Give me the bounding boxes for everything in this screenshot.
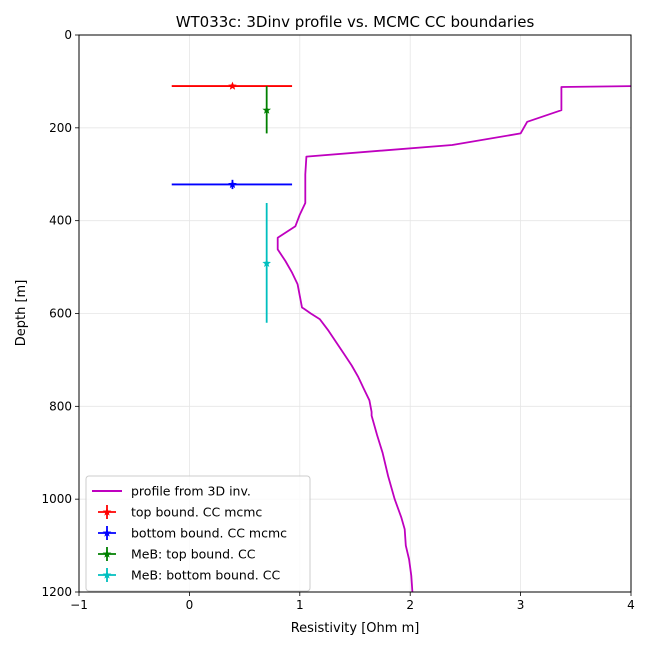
grid-layer bbox=[78, 34, 632, 593]
y-tick-label: 600 bbox=[49, 307, 72, 321]
star-marker bbox=[228, 180, 237, 189]
x-tick-label: 3 bbox=[517, 598, 525, 612]
legend-swatch-marker bbox=[102, 528, 112, 537]
star-marker bbox=[228, 81, 237, 90]
x-tick-label: 2 bbox=[406, 598, 414, 612]
x-tick-label: 1 bbox=[296, 598, 304, 612]
x-tick-label: 0 bbox=[186, 598, 194, 612]
star-marker bbox=[262, 105, 271, 114]
y-tick-label: 800 bbox=[49, 399, 72, 413]
legend-box bbox=[85, 475, 311, 592]
legend-swatch-marker bbox=[102, 570, 112, 579]
errorbar-top-bound-cc-mcmc bbox=[171, 81, 293, 90]
y-tick-label: 200 bbox=[49, 121, 72, 135]
errorbar-bottom-bound-cc-mcmc bbox=[171, 179, 293, 190]
legend-label: top bound. CC mcmc bbox=[131, 505, 262, 520]
legend-label: profile from 3D inv. bbox=[131, 484, 251, 499]
star-marker bbox=[262, 258, 271, 267]
legend-label: MeB: bottom bound. CC bbox=[131, 568, 280, 583]
x-tick-label: −1 bbox=[70, 598, 88, 612]
legend-entry: bottom bound. CC mcmc bbox=[98, 526, 287, 541]
y-axis-label: Depth [m] bbox=[14, 280, 29, 347]
legend-entry: top bound. CC mcmc bbox=[98, 505, 262, 520]
y-tick-label: 400 bbox=[49, 214, 72, 228]
x-tick-label: 4 bbox=[627, 598, 635, 612]
y-tick-label: 0 bbox=[64, 28, 72, 42]
legend-swatch-marker bbox=[102, 507, 112, 516]
chart-title: WT033c: 3Dinv profile vs. MCMC CC bounda… bbox=[176, 13, 535, 31]
errorbar-meb-bottom-bound-cc bbox=[262, 203, 271, 323]
y-tick-label: 1000 bbox=[41, 492, 72, 506]
x-axis-label: Resistivity [Ohm m] bbox=[291, 621, 420, 636]
legend-entry: MeB: bottom bound. CC bbox=[98, 568, 280, 583]
legend-entry: MeB: top bound. CC bbox=[98, 547, 256, 562]
legend-swatch-marker bbox=[102, 549, 112, 558]
series-line-profile-from-3d-inv bbox=[276, 85, 632, 593]
legend-label: bottom bound. CC mcmc bbox=[131, 526, 287, 541]
errorbar-meb-top-bound-cc bbox=[262, 86, 271, 134]
legend: profile from 3D inv. top bound. CC mcmc bo… bbox=[85, 475, 311, 592]
y-tick-label: 1200 bbox=[41, 585, 72, 599]
legend-entry: profile from 3D inv. bbox=[92, 484, 251, 499]
tick-layer: −1 0 1 2 3 4 0 200 400 600 800 1000 1200 bbox=[41, 28, 634, 612]
data-layer bbox=[171, 81, 632, 593]
legend-label: MeB: top bound. CC bbox=[131, 547, 256, 562]
